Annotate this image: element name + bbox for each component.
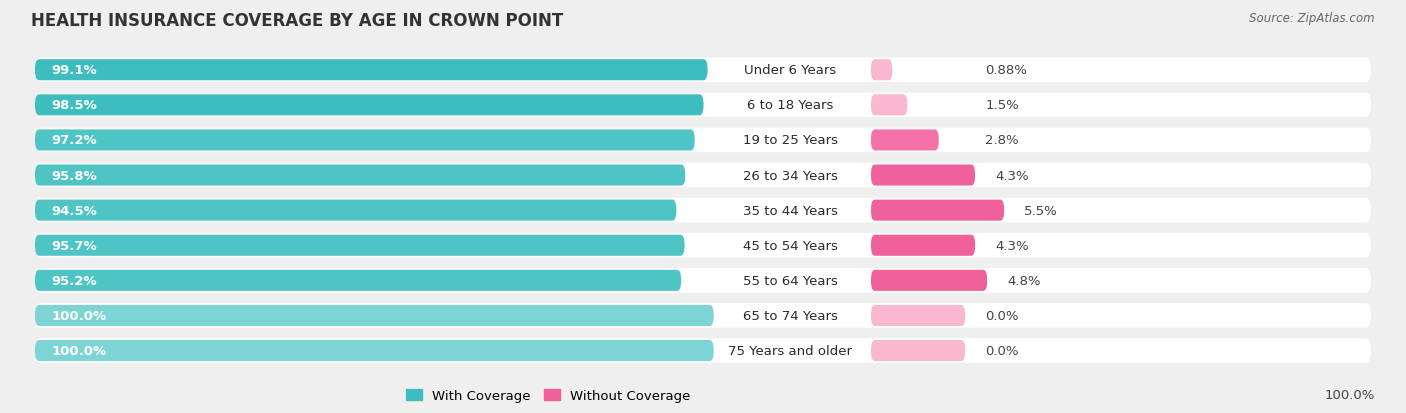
Text: 4.3%: 4.3% bbox=[995, 239, 1029, 252]
Text: 65 to 74 Years: 65 to 74 Years bbox=[742, 309, 838, 322]
FancyBboxPatch shape bbox=[35, 305, 714, 326]
Text: 94.5%: 94.5% bbox=[51, 204, 97, 217]
Text: 0.0%: 0.0% bbox=[986, 344, 1019, 357]
FancyBboxPatch shape bbox=[870, 200, 1004, 221]
Text: 35 to 44 Years: 35 to 44 Years bbox=[742, 204, 838, 217]
FancyBboxPatch shape bbox=[870, 95, 907, 116]
Text: 55 to 64 Years: 55 to 64 Years bbox=[742, 274, 838, 287]
Text: 4.8%: 4.8% bbox=[1007, 274, 1040, 287]
FancyBboxPatch shape bbox=[35, 60, 707, 81]
Text: HEALTH INSURANCE COVERAGE BY AGE IN CROWN POINT: HEALTH INSURANCE COVERAGE BY AGE IN CROW… bbox=[31, 12, 564, 30]
Text: 19 to 25 Years: 19 to 25 Years bbox=[742, 134, 838, 147]
Text: 4.3%: 4.3% bbox=[995, 169, 1029, 182]
Text: 45 to 54 Years: 45 to 54 Years bbox=[742, 239, 838, 252]
Text: 99.1%: 99.1% bbox=[51, 64, 97, 77]
Text: 5.5%: 5.5% bbox=[1024, 204, 1057, 217]
FancyBboxPatch shape bbox=[35, 198, 1371, 223]
FancyBboxPatch shape bbox=[35, 128, 1371, 153]
FancyBboxPatch shape bbox=[35, 58, 1371, 83]
Text: 95.2%: 95.2% bbox=[51, 274, 97, 287]
FancyBboxPatch shape bbox=[35, 93, 1371, 118]
Text: 75 Years and older: 75 Years and older bbox=[728, 344, 852, 357]
Text: 1.5%: 1.5% bbox=[986, 99, 1019, 112]
FancyBboxPatch shape bbox=[35, 164, 1371, 188]
FancyBboxPatch shape bbox=[35, 95, 703, 116]
Text: 2.8%: 2.8% bbox=[986, 134, 1019, 147]
FancyBboxPatch shape bbox=[35, 338, 1371, 363]
FancyBboxPatch shape bbox=[35, 130, 695, 151]
Text: 6 to 18 Years: 6 to 18 Years bbox=[747, 99, 834, 112]
Text: 100.0%: 100.0% bbox=[1324, 388, 1375, 401]
FancyBboxPatch shape bbox=[870, 305, 965, 326]
Text: Source: ZipAtlas.com: Source: ZipAtlas.com bbox=[1250, 12, 1375, 25]
FancyBboxPatch shape bbox=[870, 130, 939, 151]
Text: 0.88%: 0.88% bbox=[986, 64, 1028, 77]
FancyBboxPatch shape bbox=[870, 340, 965, 361]
FancyBboxPatch shape bbox=[870, 165, 974, 186]
Text: 98.5%: 98.5% bbox=[51, 99, 97, 112]
Text: 95.8%: 95.8% bbox=[51, 169, 97, 182]
FancyBboxPatch shape bbox=[35, 233, 1371, 258]
FancyBboxPatch shape bbox=[35, 165, 685, 186]
Text: 100.0%: 100.0% bbox=[51, 309, 107, 322]
FancyBboxPatch shape bbox=[870, 235, 974, 256]
FancyBboxPatch shape bbox=[35, 304, 1371, 328]
FancyBboxPatch shape bbox=[35, 200, 676, 221]
Text: 100.0%: 100.0% bbox=[51, 344, 107, 357]
Text: 0.0%: 0.0% bbox=[986, 309, 1019, 322]
FancyBboxPatch shape bbox=[35, 235, 685, 256]
Text: 95.7%: 95.7% bbox=[51, 239, 97, 252]
FancyBboxPatch shape bbox=[35, 268, 1371, 293]
FancyBboxPatch shape bbox=[870, 270, 987, 291]
FancyBboxPatch shape bbox=[35, 270, 681, 291]
Text: Under 6 Years: Under 6 Years bbox=[744, 64, 837, 77]
Legend: With Coverage, Without Coverage: With Coverage, Without Coverage bbox=[401, 384, 696, 407]
Text: 97.2%: 97.2% bbox=[51, 134, 97, 147]
FancyBboxPatch shape bbox=[870, 60, 893, 81]
Text: 26 to 34 Years: 26 to 34 Years bbox=[742, 169, 838, 182]
FancyBboxPatch shape bbox=[35, 340, 714, 361]
